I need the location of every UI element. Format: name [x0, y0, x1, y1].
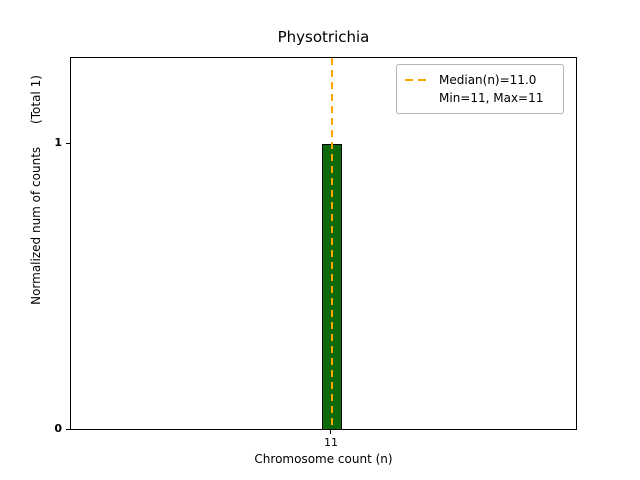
- x-tick-label-11: 11: [324, 436, 338, 449]
- legend-row-minmax: Min=11, Max=11: [405, 89, 555, 107]
- legend-marker-spacer: [405, 97, 431, 99]
- legend-row-median: Median(n)=11.0: [405, 71, 555, 89]
- x-axis-label: Chromosome count (n): [254, 452, 393, 466]
- legend: Median(n)=11.0 Min=11, Max=11: [396, 64, 564, 114]
- legend-minmax-label: Min=11, Max=11: [439, 91, 544, 105]
- x-tick-mark-11: [330, 430, 331, 434]
- y-tick-mark-0: [66, 429, 70, 430]
- plot-area: Median(n)=11.0 Min=11, Max=11: [70, 57, 577, 430]
- y-tick-mark-1: [66, 143, 70, 144]
- y-axis-label: Normalized num of counts (Total 1): [29, 75, 43, 305]
- legend-median-label: Median(n)=11.0: [439, 73, 537, 87]
- y-tick-label-0: 0: [54, 422, 62, 435]
- median-dashed-line-icon: [405, 79, 431, 81]
- chart-title: Physotrichia: [277, 28, 370, 46]
- y-tick-label-1: 1: [54, 136, 62, 149]
- median-line: [331, 58, 333, 429]
